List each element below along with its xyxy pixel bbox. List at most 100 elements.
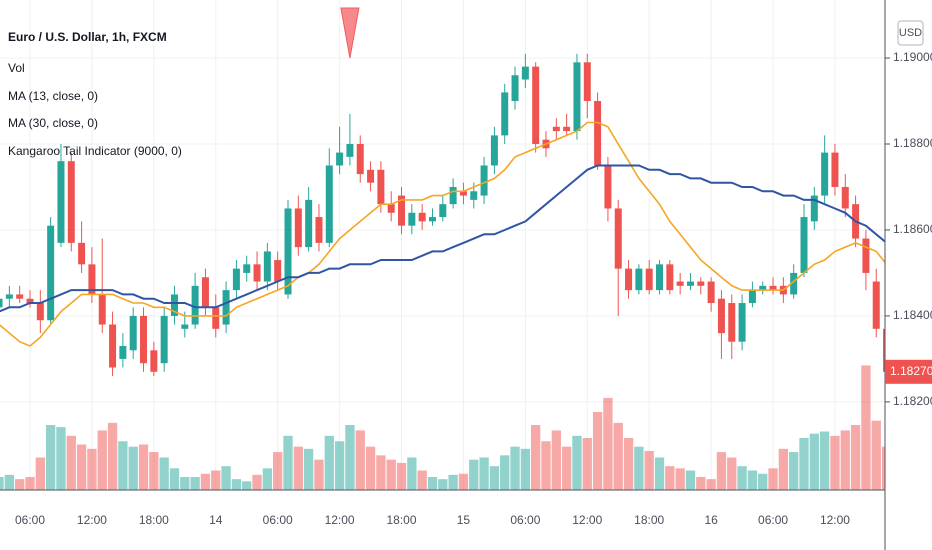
volume-bar [355, 430, 365, 490]
ma-lines [0, 121, 885, 347]
candle-body [305, 199, 313, 248]
volume-bar [97, 430, 107, 490]
candle-body [191, 285, 199, 325]
candle-body [604, 165, 612, 209]
candle-body [428, 217, 436, 222]
volume-bar [231, 479, 242, 490]
candle-body [697, 281, 705, 286]
volume-bar [871, 420, 881, 490]
ma-line [0, 164, 885, 313]
x-tick-label: 12:00 [820, 513, 850, 527]
candle-body [5, 294, 13, 299]
candle-body [841, 186, 849, 209]
x-tick-label: 12:00 [572, 513, 602, 527]
volume-bar [531, 425, 541, 490]
volume-bar [159, 457, 169, 490]
volume-bar [76, 444, 87, 490]
volume-bar [675, 468, 685, 490]
candle-body [831, 152, 839, 187]
candle-body [439, 204, 447, 218]
candle-body [521, 66, 529, 80]
volume-bar [758, 473, 768, 490]
volume-bar [706, 479, 716, 490]
candle-body [109, 324, 117, 368]
volume-bar [799, 438, 809, 490]
volume-bar [252, 474, 262, 490]
candle-body [315, 217, 323, 243]
candle-body [26, 298, 34, 304]
volume-bar [303, 448, 314, 490]
candle-body [243, 264, 251, 273]
currency-button[interactable] [897, 20, 924, 46]
candle-body [583, 62, 591, 102]
volume-bar [561, 446, 572, 490]
candle-body [119, 346, 127, 359]
legend-volume: Vol [8, 61, 25, 75]
candle-body [449, 186, 457, 205]
candle-body [759, 285, 767, 291]
currency-label: USD [899, 27, 922, 39]
candle-body [625, 268, 633, 291]
candle-body [470, 191, 478, 200]
candle-body [635, 268, 643, 291]
x-tick-label: 18:00 [634, 513, 664, 527]
candle-body [738, 303, 746, 342]
volume-bar [747, 470, 758, 490]
candle-body [140, 315, 148, 364]
candle-body [336, 152, 344, 166]
candle-body [418, 212, 426, 222]
volume-bar [25, 477, 35, 490]
volume-bar [128, 446, 138, 490]
candle-body [614, 208, 622, 269]
candle-body [387, 204, 395, 213]
candle-body [325, 165, 333, 243]
candle-body [47, 225, 55, 321]
volume-bar [489, 466, 500, 490]
candle-body [201, 277, 209, 308]
volume-bar [613, 422, 623, 490]
volume-bar [582, 438, 592, 490]
candle-body [821, 152, 829, 196]
volume-bar [149, 452, 159, 490]
candle-body [686, 281, 694, 286]
volume-bar [685, 470, 696, 490]
candle-body [129, 315, 137, 351]
volume-bar [603, 397, 613, 490]
volume-bar [438, 479, 448, 490]
grid [0, 0, 885, 490]
volume-bar [654, 457, 665, 490]
volume-bar [169, 468, 180, 490]
x-tick-label: 18:00 [387, 513, 417, 527]
x-tick-label: 06:00 [263, 513, 293, 527]
volume-bar [118, 441, 128, 490]
volume-bar [881, 446, 885, 490]
candle-body [790, 272, 798, 295]
volume-bar [0, 477, 4, 490]
volume-bar [458, 473, 469, 490]
volume-bar [376, 455, 386, 490]
candle-body [563, 126, 571, 132]
volume-bar [479, 457, 489, 490]
volume-bar [273, 452, 283, 490]
legend: Euro / U.S. Dollar, 1h, FXCM Vol MA (13,… [8, 30, 182, 158]
x-tick-label: 12:00 [77, 513, 107, 527]
volume-bar [840, 430, 850, 490]
volume-bar [861, 365, 871, 490]
volume-bar [789, 452, 799, 490]
kangaroo-signal [340, 7, 360, 59]
candle-body [532, 66, 540, 144]
volume-bar [417, 470, 427, 490]
candle-body [356, 143, 364, 175]
candle-body [501, 92, 509, 136]
volume-bar [500, 455, 510, 490]
volume-bar [345, 425, 355, 490]
y-tick-label: 1.18400 [893, 308, 932, 322]
volume-bar [35, 457, 45, 490]
volume-bar [87, 448, 97, 490]
volume-bar [293, 446, 303, 490]
volume-bar [623, 438, 634, 490]
volume-bar [520, 448, 531, 490]
volume-bar [221, 466, 231, 490]
